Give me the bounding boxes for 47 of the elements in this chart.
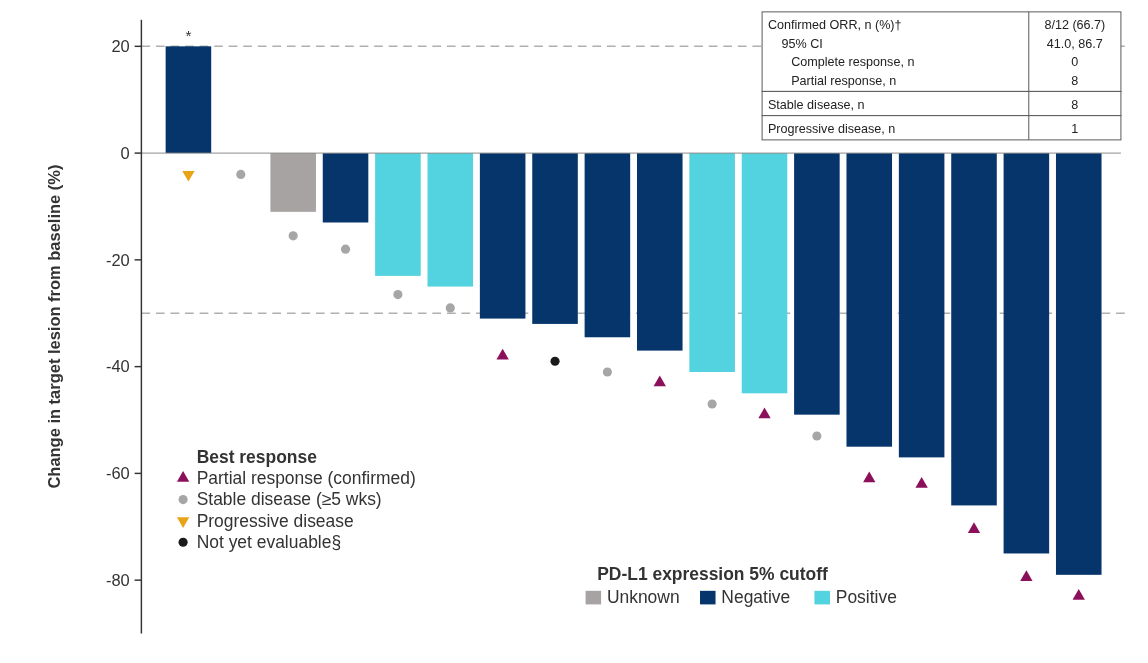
point (1020, 570, 1033, 582)
annotation: PD-L1 expression 5% cutoff (597, 564, 829, 585)
annotation: 8 (1071, 73, 1079, 88)
point (967, 522, 981, 534)
point (707, 399, 717, 409)
y-tick-label: -80 (105, 570, 130, 589)
point (550, 356, 560, 366)
point (236, 169, 246, 180)
point (863, 471, 876, 483)
point (758, 407, 771, 419)
annotation: 0 (1071, 55, 1079, 70)
annotation: Stable disease, n (767, 97, 865, 112)
annotation: Complete response, n (791, 55, 915, 70)
annotation: 41.0, 86.7 (1046, 36, 1103, 51)
annotation: Confirmed ORR, n (%)† (767, 18, 902, 33)
legend-label: Negative (721, 587, 791, 608)
point (288, 231, 298, 241)
legend-label: Stable disease (≥5 wks) (196, 489, 382, 510)
point (915, 476, 928, 488)
point (1072, 589, 1085, 600)
annotation: * (185, 26, 192, 44)
y-tick-label: -60 (105, 464, 130, 483)
y-tick-label: -20 (105, 250, 130, 269)
y-tick-label: 20 (111, 37, 130, 56)
y-axis-title: Change in target lesion from baseline (%) (44, 164, 63, 489)
y-tick-label: 0 (120, 143, 130, 162)
point (653, 375, 666, 387)
point (445, 303, 455, 313)
legend-label: Progressive disease (196, 510, 354, 531)
point (340, 244, 351, 254)
annotation: 95% CI (781, 36, 823, 51)
legend-label: Partial response (confirmed) (196, 468, 416, 489)
legend-label: Positive (835, 587, 897, 608)
legend-label: Unknown (606, 587, 680, 608)
annotation: 8 (1071, 97, 1079, 112)
annotation: 1 (1071, 122, 1079, 137)
y-tick-label: -40 (105, 357, 130, 376)
point (393, 289, 403, 300)
legend-title: Best response (196, 446, 318, 467)
annotation: 8/12 (66.7) (1044, 18, 1106, 33)
annotation: Partial response, n (791, 73, 897, 88)
point (182, 170, 195, 182)
legend-label: Not yet evaluable§ (196, 532, 342, 553)
point (496, 348, 509, 360)
point (812, 431, 822, 441)
annotation: Progressive disease, n (767, 122, 896, 137)
point (602, 367, 612, 377)
